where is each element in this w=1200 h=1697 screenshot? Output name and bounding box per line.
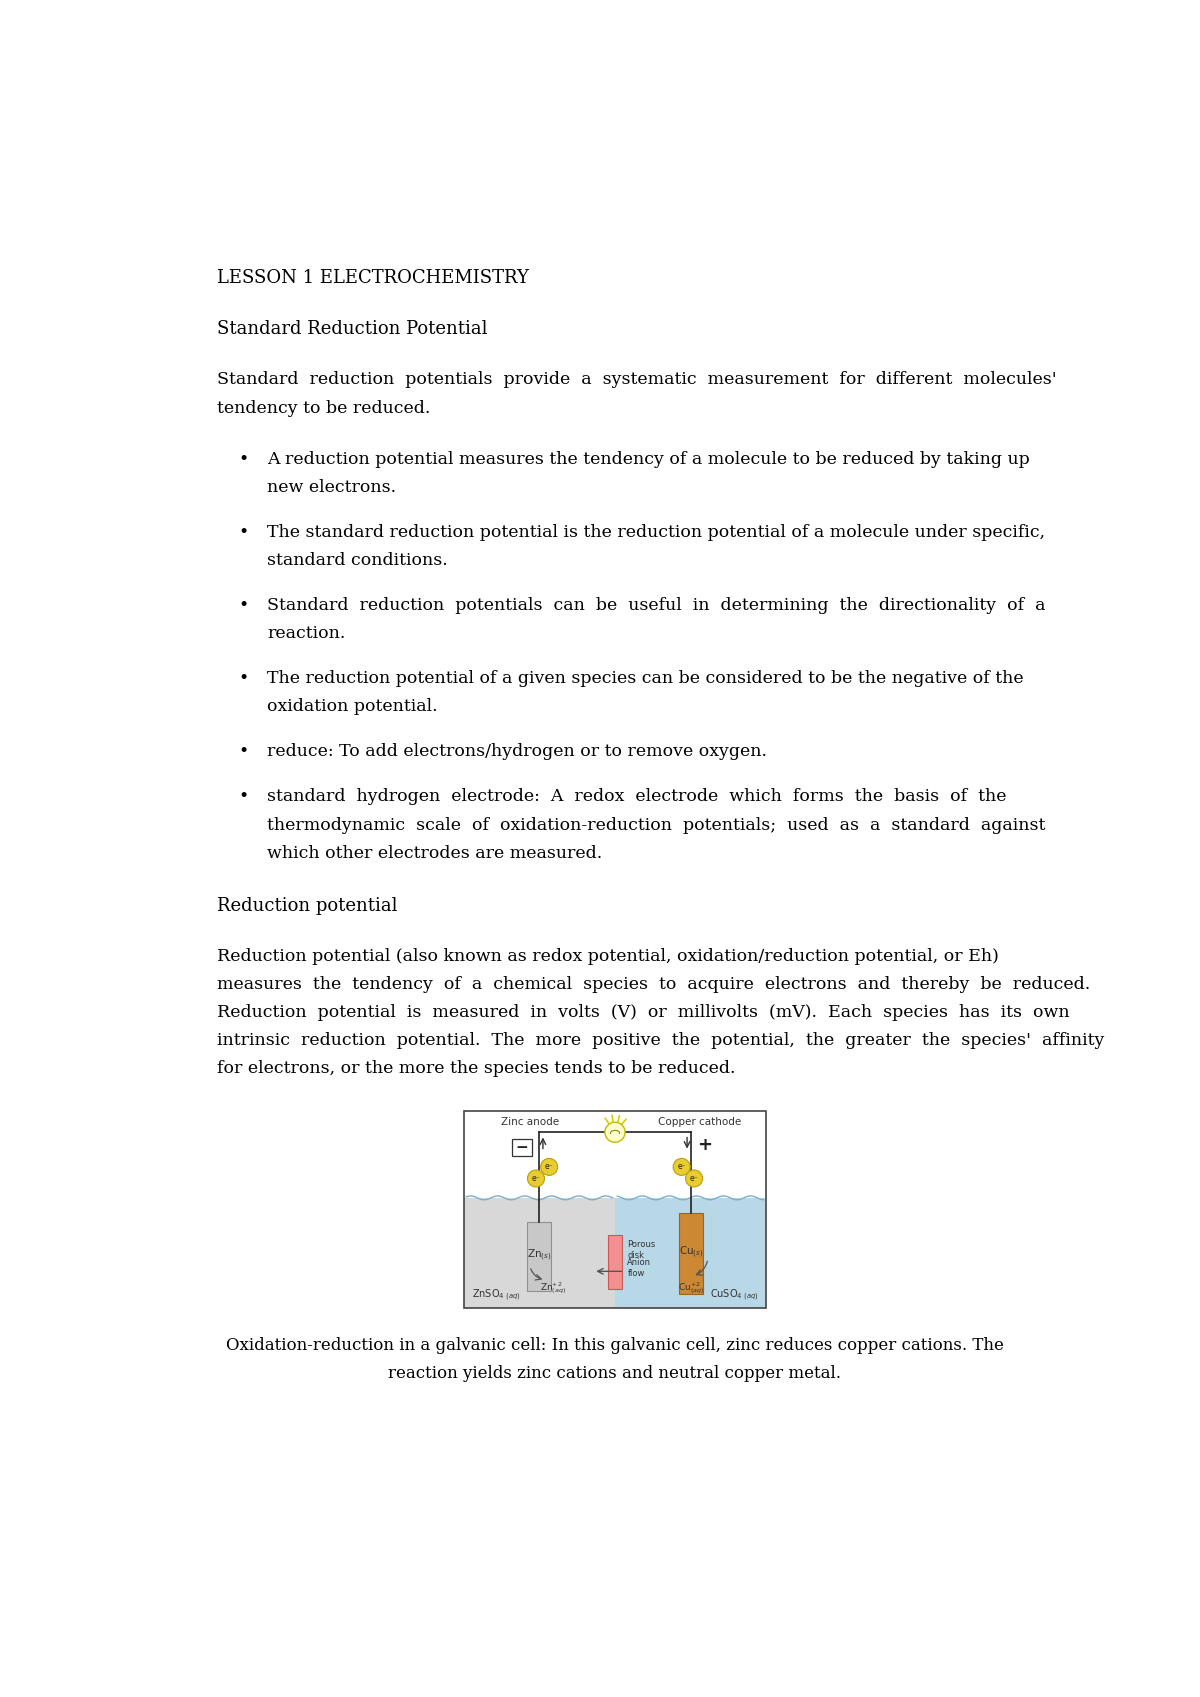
Text: tendency to be reduced.: tendency to be reduced.: [217, 399, 431, 416]
Bar: [616, 1198, 766, 1308]
Text: thermodynamic  scale  of  oxidation-reduction  potentials;  used  as  a  standar: thermodynamic scale of oxidation-reducti…: [268, 816, 1045, 833]
Text: Reduction potential (also known as redox potential, oxidation/reduction potentia: Reduction potential (also known as redox…: [217, 949, 998, 966]
Text: Standard  reduction  potentials  can  be  useful  in  determining  the  directio: Standard reduction potentials can be use…: [268, 597, 1046, 614]
Text: standard  hydrogen  electrode:  A  redox  electrode  which  forms  the  basis  o: standard hydrogen electrode: A redox ele…: [268, 789, 1007, 806]
Bar: [528, 1222, 551, 1291]
Text: •: •: [239, 451, 248, 468]
Circle shape: [673, 1159, 690, 1176]
Text: •: •: [239, 789, 248, 806]
Text: •: •: [239, 743, 248, 760]
Text: reaction.: reaction.: [268, 624, 346, 641]
Text: oxidation potential.: oxidation potential.: [268, 699, 438, 716]
Text: e⁻: e⁻: [690, 1174, 698, 1183]
Circle shape: [605, 1122, 625, 1142]
Text: e⁻: e⁻: [532, 1174, 540, 1183]
Text: The reduction potential of a given species can be considered to be the negative : The reduction potential of a given speci…: [268, 670, 1024, 687]
Text: reduce: To add electrons/hydrogen or to remove oxygen.: reduce: To add electrons/hydrogen or to …: [268, 743, 767, 760]
Bar: [464, 1112, 766, 1308]
Text: •: •: [239, 524, 248, 541]
Text: LESSON 1 ELECTROCHEMISTRY: LESSON 1 ELECTROCHEMISTRY: [217, 270, 529, 287]
Text: Oxidation-reduction in a galvanic cell: In this galvanic cell, zinc reduces copp: Oxidation-reduction in a galvanic cell: …: [226, 1337, 1004, 1354]
Circle shape: [541, 1159, 558, 1176]
Text: Reduction  potential  is  measured  in  volts  (V)  or  millivolts  (mV).  Each : Reduction potential is measured in volts…: [217, 1005, 1069, 1022]
Text: Porous
disk: Porous disk: [628, 1241, 655, 1259]
Text: +: +: [697, 1135, 713, 1154]
Text: Copper cathode: Copper cathode: [658, 1117, 742, 1127]
Text: •: •: [239, 597, 248, 614]
Text: Cu$_{(s)}$: Cu$_{(s)}$: [678, 1244, 703, 1259]
Text: e⁻: e⁻: [545, 1162, 553, 1171]
Text: Cu$^{+2}_{(aq)}$: Cu$^{+2}_{(aq)}$: [678, 1280, 704, 1295]
Text: The standard reduction potential is the reduction potential of a molecule under : The standard reduction potential is the …: [268, 524, 1045, 541]
Text: standard conditions.: standard conditions.: [268, 552, 448, 568]
Text: Zinc anode: Zinc anode: [502, 1117, 559, 1127]
Circle shape: [528, 1169, 545, 1186]
Bar: [679, 1213, 702, 1293]
Text: new electrons.: new electrons.: [268, 479, 396, 496]
Text: for electrons, or the more the species tends to be reduced.: for electrons, or the more the species t…: [217, 1061, 736, 1078]
Text: intrinsic  reduction  potential.  The  more  positive  the  potential,  the  gre: intrinsic reduction potential. The more …: [217, 1032, 1104, 1049]
Text: Standard  reduction  potentials  provide  a  systematic  measurement  for  diffe: Standard reduction potentials provide a …: [217, 372, 1056, 389]
Circle shape: [685, 1169, 702, 1186]
Bar: [464, 1198, 616, 1308]
Text: ZnSO$_{4\ (aq)}$: ZnSO$_{4\ (aq)}$: [472, 1288, 521, 1303]
Text: Standard Reduction Potential: Standard Reduction Potential: [217, 321, 487, 338]
Text: •: •: [239, 670, 248, 687]
Bar: [608, 1235, 622, 1288]
Text: CuSO$_{4\ (aq)}$: CuSO$_{4\ (aq)}$: [709, 1288, 758, 1303]
Text: Zn$^{+2}_{(aq)}$: Zn$^{+2}_{(aq)}$: [540, 1280, 566, 1295]
Text: −: −: [516, 1140, 528, 1156]
Text: Zn$_{(s)}$: Zn$_{(s)}$: [527, 1247, 551, 1263]
Text: reaction yields zinc cations and neutral copper metal.: reaction yields zinc cations and neutral…: [389, 1364, 841, 1381]
Text: Reduction potential: Reduction potential: [217, 896, 397, 915]
Text: e⁻: e⁻: [677, 1162, 686, 1171]
Bar: [512, 1139, 532, 1156]
Text: measures  the  tendency  of  a  chemical  species  to  acquire  electrons  and  : measures the tendency of a chemical spec…: [217, 976, 1091, 993]
Text: A reduction potential measures the tendency of a molecule to be reduced by takin: A reduction potential measures the tende…: [268, 451, 1030, 468]
Text: Anion
flow: Anion flow: [628, 1257, 652, 1278]
Bar: [464, 1112, 766, 1308]
Text: which other electrodes are measured.: which other electrodes are measured.: [268, 845, 602, 862]
